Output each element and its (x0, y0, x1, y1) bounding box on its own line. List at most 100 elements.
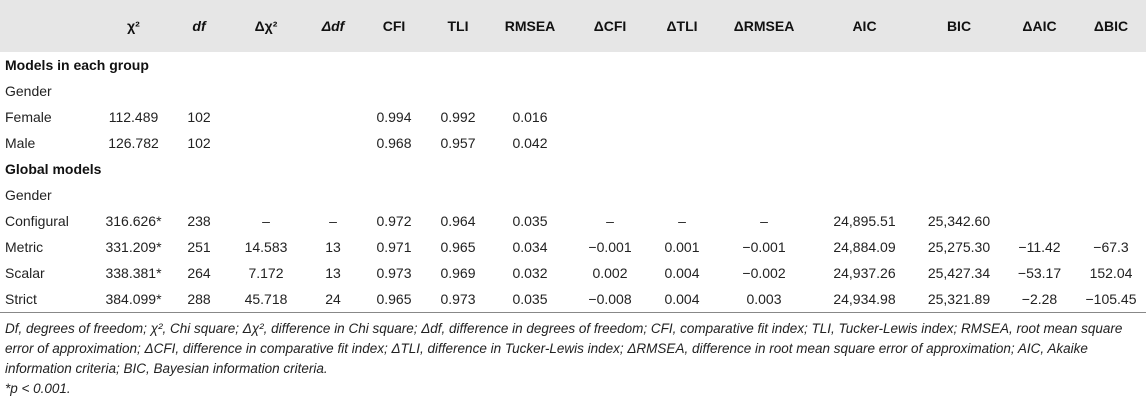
table-cell (304, 130, 362, 156)
table-cell (1076, 208, 1146, 234)
table-cell (228, 130, 304, 156)
table-cell: 152.04 (1089, 265, 1133, 281)
table-cell: −53.17 (1017, 265, 1062, 281)
table-cell: −2.28 (1003, 286, 1076, 313)
table-cell: 25,427.34 (927, 265, 991, 281)
table-cell: 238 (187, 213, 211, 229)
table-cell (650, 130, 714, 156)
table-cell: 0.969 (440, 265, 476, 281)
header-delta-aic: ΔAIC (1022, 18, 1057, 34)
table-row: Strict 384.099* 288 45.718 24 0.965 0.973 0.035… (0, 286, 1146, 313)
table-cell: 24,884.09 (833, 239, 896, 255)
table-cell (570, 130, 650, 156)
header-cfi: CFI (382, 18, 406, 34)
table-cell: 24,937.26 (833, 265, 896, 281)
table-cell: −0.001 (742, 239, 786, 255)
table-cell: 24,934.98 (814, 286, 915, 313)
section-title-global: Global models (5, 161, 102, 177)
table-cell: 0.964 (440, 213, 476, 229)
table-row: Configural 316.626* 238 – – 0.972 0.964 0.035 – –… (0, 208, 1146, 234)
table-cell: 0.973 (426, 286, 490, 313)
table-cell: 384.099* (97, 286, 170, 313)
table-cell: 25,342.60 (927, 213, 991, 229)
row-label: Male (5, 135, 36, 151)
header-aic: AIC (852, 18, 877, 34)
table-cell: 0.002 (592, 265, 628, 281)
table-row: Male 126.782 102 0.968 0.957 0.042 (0, 130, 1146, 156)
header-chi-square: χ² (127, 18, 140, 34)
table-cell: −0.002 (742, 265, 786, 281)
subsection-row-groups: Gender (0, 78, 1146, 104)
header-row: χ² df Δχ² Δdf CFI TLI RMSEA ΔCFI ΔTLI ΔR… (0, 0, 1146, 52)
table-cell: 0.001 (664, 239, 700, 255)
table-cell: 0.994 (376, 109, 412, 125)
table-cell: 24,895.51 (833, 213, 896, 229)
table-cell: 0.032 (512, 265, 548, 281)
table-cell: – (678, 213, 686, 229)
header-delta-tli: ΔTLI (666, 18, 698, 34)
table-cell (1003, 104, 1076, 130)
table-row: Metric 331.209* 251 14.583 13 0.971 0.965 0.034… (0, 234, 1146, 260)
table-cell (915, 104, 1003, 130)
table-cell: 13 (325, 265, 341, 281)
header-delta-chi-square: Δχ² (254, 18, 278, 34)
table-cell: 7.172 (248, 265, 284, 281)
section-row-groups: Models in each group (0, 52, 1146, 78)
table-cell: – (329, 213, 337, 229)
header-delta-rmsea: ΔRMSEA (733, 18, 795, 34)
table-cell (570, 104, 650, 130)
table-cell: 288 (170, 286, 228, 313)
table-cell: – (760, 213, 768, 229)
table-cell: 0.035 (490, 286, 570, 313)
table-cell: 25,275.30 (927, 239, 991, 255)
table-row: Female 112.489 102 0.994 0.992 0.016 (0, 104, 1146, 130)
table-cell: 0.965 (362, 286, 426, 313)
header-delta-cfi: ΔCFI (593, 18, 627, 34)
header-delta-bic: ΔBIC (1093, 18, 1129, 34)
table-cell: 13 (325, 239, 341, 255)
fit-indices-table: χ² df Δχ² Δdf CFI TLI RMSEA ΔCFI ΔTLI ΔR… (0, 0, 1146, 313)
table-row: Scalar 338.381* 264 7.172 13 0.973 0.969 0.032 0… (0, 260, 1146, 286)
header-empty (0, 0, 97, 52)
subsection-gender-groups: Gender (5, 83, 52, 99)
table-cell: 14.583 (244, 239, 288, 255)
table-cell: 338.381* (105, 265, 162, 281)
header-bic: BIC (946, 18, 972, 34)
table-cell: 0.992 (440, 109, 476, 125)
table-cell: 331.209* (105, 239, 162, 255)
table-cell: 0.034 (512, 239, 548, 255)
table-cell: −0.001 (588, 239, 632, 255)
table-cell (814, 104, 915, 130)
header-rmsea: RMSEA (504, 18, 556, 34)
table-cell: 0.965 (440, 239, 476, 255)
header-delta-df: Δdf (321, 18, 345, 34)
table-cell: 0.972 (376, 213, 412, 229)
table-cell: 24 (304, 286, 362, 313)
table-cell (915, 130, 1003, 156)
table-cell (304, 104, 362, 130)
row-label: Female (5, 109, 52, 125)
table-cell: 251 (187, 239, 211, 255)
table-cell (650, 104, 714, 130)
table-cell: 25,321.89 (915, 286, 1003, 313)
table-cell: 0.016 (512, 109, 548, 125)
row-label: Configural (5, 213, 69, 229)
table-cell: −105.45 (1076, 286, 1146, 313)
table-cell: 112.489 (108, 109, 159, 125)
table-cell: 126.782 (108, 135, 159, 151)
subsection-gender-global: Gender (5, 187, 52, 203)
significance-note: *p < 0.001. (5, 381, 71, 396)
table-cell (814, 130, 915, 156)
table-cell: 0.973 (376, 265, 412, 281)
abbreviations-note: Df, degrees of freedom; χ², Chi square; … (5, 321, 1123, 376)
table-cell (1076, 130, 1146, 156)
row-label: Metric (5, 239, 44, 255)
table-footnote: Df, degrees of freedom; χ², Chi square; … (0, 313, 1146, 379)
header-tli: TLI (447, 18, 469, 34)
table-cell: −67.3 (1093, 239, 1129, 255)
table-cell: – (606, 213, 614, 229)
table-cell: −11.42 (1018, 239, 1061, 255)
table-cell: 0.042 (512, 135, 548, 151)
table-cell (1003, 130, 1076, 156)
header-df: df (192, 18, 206, 34)
